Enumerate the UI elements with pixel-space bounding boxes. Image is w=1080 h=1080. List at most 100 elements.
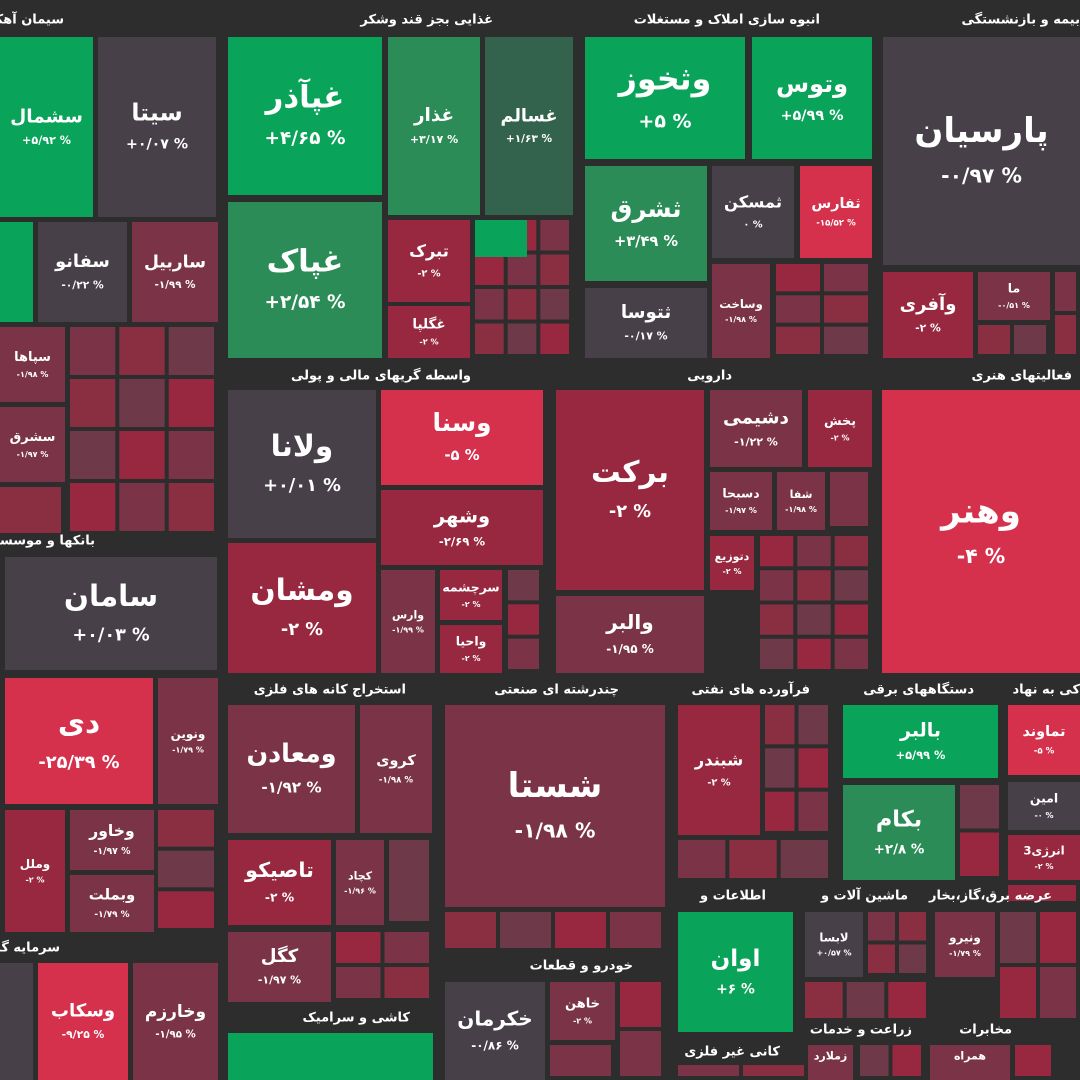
filler-tile — [960, 785, 999, 829]
tile-change: -۲ % — [265, 890, 294, 904]
tile — [805, 912, 863, 977]
tile-change: +۰/۵۷ % — [816, 949, 851, 958]
filler-tile — [765, 748, 795, 788]
tile-name: وثخوز — [617, 62, 712, 98]
tile-name: ونوین — [171, 727, 206, 742]
tile-name: ثتوسا — [621, 302, 671, 323]
filler-tile — [336, 967, 381, 998]
tile — [5, 678, 153, 804]
tile-name: کروی — [376, 753, 416, 769]
tile-change: -۰/۹۷ % — [941, 164, 1022, 188]
tile-name: واحیا — [456, 634, 487, 649]
tile-name: ولانا — [271, 429, 334, 463]
sector-title: فرآورده های نفتی — [691, 681, 810, 698]
tile — [228, 202, 382, 358]
tile — [710, 536, 754, 590]
filler-tile — [834, 536, 868, 567]
tile — [930, 1045, 1010, 1080]
tile — [70, 875, 154, 932]
filler-tile — [834, 570, 868, 601]
tile — [336, 840, 384, 925]
tile-name: ومشان — [250, 573, 353, 607]
tile — [133, 963, 218, 1080]
tile — [228, 840, 331, 925]
tile-change: -۲ % — [461, 600, 480, 609]
filler-tile — [765, 705, 795, 745]
filler-tile — [500, 912, 551, 948]
tile-name: غپآذر — [264, 78, 345, 116]
filler-tile — [760, 638, 794, 669]
filler-tile — [797, 604, 831, 635]
tile-change: -۲ % — [417, 268, 440, 279]
tile-name: پارسیان — [914, 111, 1048, 151]
tile-name: وآفری — [900, 292, 957, 315]
tile-name: وتوس — [776, 70, 848, 98]
tile — [98, 37, 216, 217]
tile-change: +۵ % — [638, 110, 691, 132]
tile-name: وخارزم — [145, 1002, 206, 1022]
tile-name: سرچشمه — [442, 580, 499, 595]
tile-name: والبر — [605, 610, 653, 634]
sector-title: انبوه سازی املاک و مستغلات — [634, 13, 820, 28]
filler-tile — [540, 254, 569, 285]
tile — [381, 390, 543, 485]
filler-tile — [780, 840, 828, 878]
sector-title: استخراج کانه های فلزی — [254, 683, 406, 698]
sector-title: بانکها و موسسات — [0, 534, 95, 549]
tile-change: +۳/۴۹ % — [614, 233, 678, 250]
tile — [228, 932, 331, 1002]
tile — [440, 625, 502, 673]
filler-tile — [1000, 967, 1036, 1018]
tile — [381, 570, 435, 673]
tile-change: -۲ % — [915, 322, 941, 335]
filler-tile — [70, 379, 116, 427]
tile — [38, 222, 127, 322]
tile-change: +۵/۹۹ % — [896, 748, 946, 762]
tile-change: -۱/۹۵ % — [155, 1029, 195, 1040]
tile — [710, 390, 802, 467]
tile-change: +۴/۶۵ % — [265, 128, 346, 149]
tile-change: -۰/۸۶ % — [471, 1039, 519, 1053]
tile-change: -۰/۲۲ % — [61, 278, 104, 291]
tile-name: سپاها — [14, 350, 51, 365]
filler-tile — [507, 323, 537, 354]
sector-title: زراعت و خدمات — [810, 1023, 912, 1038]
tile-name: خاهن — [565, 996, 600, 1011]
sector-title: فعالیتهای هنری — [972, 369, 1072, 384]
tile — [882, 390, 1080, 673]
tile — [381, 490, 543, 565]
filler-tile — [228, 1033, 433, 1080]
filler-tile — [824, 264, 868, 292]
tile-change: -۱/۹۷ % — [258, 974, 301, 987]
tile — [678, 705, 760, 835]
filler-tile — [1008, 885, 1076, 901]
tile-change: -۲ % — [707, 777, 730, 788]
tile-change: -۱/۹۹ % — [155, 279, 196, 291]
filler-tile — [834, 604, 868, 635]
tile-change: +۰/۰۳ % — [72, 626, 150, 646]
tile-name: سشمال — [10, 106, 83, 127]
tile-change: -۰ % — [1034, 811, 1053, 820]
filler-tile — [336, 932, 381, 963]
tile-name: لابسا — [819, 931, 848, 945]
tile — [0, 327, 65, 402]
filler-tile — [507, 254, 537, 285]
tile-change: -۱/۷۹ % — [94, 910, 129, 920]
tile — [883, 272, 973, 358]
tile-name: وارس — [392, 608, 424, 621]
tile-change: -۱۵/۵۲ % — [816, 218, 856, 228]
tile-name: ثشرق — [611, 194, 682, 223]
tile — [712, 166, 794, 258]
tile-name: امین — [1030, 791, 1058, 806]
tile-change: -۱/۹۷ % — [17, 450, 49, 459]
sector-title: کانی غیر فلزی — [684, 1045, 780, 1060]
sector-title: ماشین آلات و — [820, 887, 908, 904]
filler-tile — [899, 912, 926, 941]
tile-name: زملارد — [814, 1049, 847, 1062]
tile-name: کچاد — [348, 869, 373, 882]
tile — [1008, 782, 1080, 830]
tile-change: -۲/۶۹ % — [439, 535, 486, 549]
tile-change: -۲۵/۳۹ % — [38, 753, 119, 773]
tile — [585, 288, 707, 358]
tile — [228, 390, 376, 538]
